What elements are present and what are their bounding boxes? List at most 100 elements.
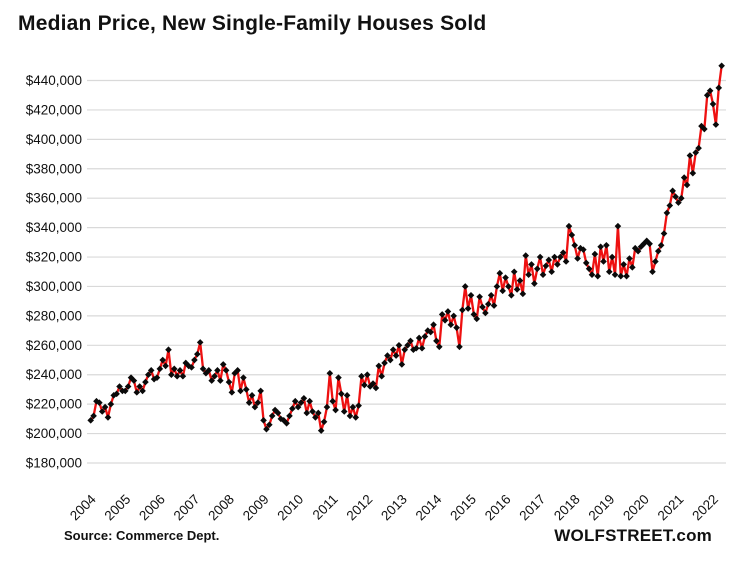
data-point-marker	[453, 324, 460, 331]
data-point-marker	[248, 392, 256, 399]
data-point-marker	[666, 202, 674, 209]
data-point-marker	[392, 352, 400, 359]
data-point-marker	[663, 209, 671, 217]
data-point-marker	[320, 418, 328, 426]
y-axis-label: $240,000	[26, 367, 82, 382]
data-point-marker	[548, 268, 555, 276]
data-point-marker	[510, 268, 518, 276]
data-point-marker	[533, 265, 541, 273]
data-point-marker	[410, 346, 417, 354]
data-point-marker	[539, 271, 547, 278]
data-point-marker	[433, 337, 440, 345]
data-point-marker	[156, 365, 164, 373]
data-point-marker	[712, 121, 720, 128]
data-point-marker	[634, 247, 642, 255]
data-point-marker	[654, 247, 662, 255]
data-point-marker	[260, 417, 267, 424]
data-point-marker	[372, 384, 380, 392]
data-point-marker	[142, 378, 149, 386]
y-axis-label: $340,000	[26, 220, 82, 235]
wolfstreet-logo-text: WOLFSTREET.com	[554, 526, 712, 545]
data-point-marker	[309, 408, 316, 415]
data-point-marker	[127, 374, 135, 381]
data-point-marker	[600, 258, 607, 265]
data-point-marker	[205, 367, 213, 374]
data-point-marker	[395, 342, 403, 349]
data-point-marker	[525, 271, 532, 278]
data-point-marker	[101, 403, 109, 411]
data-point-marker	[98, 408, 106, 415]
data-point-marker	[456, 343, 463, 351]
data-point-marker	[139, 387, 146, 395]
data-point-marker	[274, 409, 282, 417]
data-point-marker	[242, 386, 250, 393]
data-point-marker	[418, 344, 426, 352]
data-point-marker	[136, 383, 143, 390]
data-point-marker	[706, 87, 714, 95]
data-point-marker	[263, 425, 270, 433]
data-point-marker	[407, 337, 414, 345]
data-point-marker	[300, 394, 308, 402]
x-axis-label: 2006	[136, 492, 168, 524]
data-point-marker	[542, 262, 550, 270]
data-point-marker	[479, 303, 486, 311]
data-point-marker	[358, 372, 365, 380]
data-point-marker	[346, 412, 354, 420]
data-point-marker	[116, 383, 123, 390]
data-point-marker	[582, 259, 590, 267]
data-point-marker	[519, 290, 527, 298]
data-point-marker	[217, 377, 224, 384]
data-point-marker	[153, 374, 161, 381]
data-point-marker	[199, 365, 207, 373]
data-point-marker	[314, 409, 322, 417]
x-axis-label: 2010	[274, 492, 306, 524]
data-point-marker	[297, 399, 305, 406]
data-point-marker	[113, 390, 120, 398]
data-point-marker	[646, 240, 653, 248]
data-point-marker	[461, 283, 469, 290]
data-point-marker	[228, 389, 236, 396]
data-point-marker	[412, 344, 420, 352]
data-point-marker	[312, 414, 319, 421]
data-point-marker	[585, 265, 593, 273]
data-point-marker	[332, 406, 339, 414]
data-point-marker	[381, 359, 388, 367]
data-point-marker	[611, 271, 619, 278]
data-point-marker	[251, 403, 259, 411]
data-point-marker	[147, 367, 155, 374]
data-point-marker	[317, 427, 325, 434]
data-point-marker	[286, 412, 293, 420]
data-point-marker	[447, 321, 455, 329]
data-point-marker	[516, 277, 524, 284]
data-point-marker	[464, 305, 472, 312]
y-axis-label: $420,000	[26, 102, 82, 117]
data-point-marker	[306, 397, 313, 405]
x-axis-label: 2011	[310, 492, 341, 523]
data-point-marker	[352, 414, 360, 421]
data-point-marker	[660, 230, 668, 237]
data-point-marker	[441, 316, 449, 324]
data-point-marker	[588, 271, 596, 278]
data-point-marker	[574, 255, 581, 262]
data-point-marker	[245, 399, 253, 406]
data-point-marker	[329, 397, 337, 405]
x-axis-label: 2007	[171, 492, 203, 524]
data-point-marker	[294, 403, 302, 411]
data-point-marker	[121, 387, 129, 395]
data-point-marker	[214, 367, 221, 374]
data-point-marker	[686, 152, 694, 159]
data-point-marker	[695, 144, 702, 152]
data-point-marker	[254, 399, 262, 406]
data-point-marker	[176, 367, 184, 374]
data-point-marker	[179, 372, 187, 380]
y-axis-label: $360,000	[26, 191, 82, 206]
data-point-marker	[631, 244, 639, 252]
data-point-marker	[508, 291, 515, 299]
data-point-marker	[257, 387, 264, 395]
data-point-marker	[649, 268, 656, 276]
data-point-marker	[196, 339, 204, 346]
data-point-marker	[159, 356, 167, 364]
data-point-marker	[436, 343, 443, 351]
data-point-marker	[266, 421, 273, 429]
x-axis-label: 2004	[67, 491, 99, 523]
